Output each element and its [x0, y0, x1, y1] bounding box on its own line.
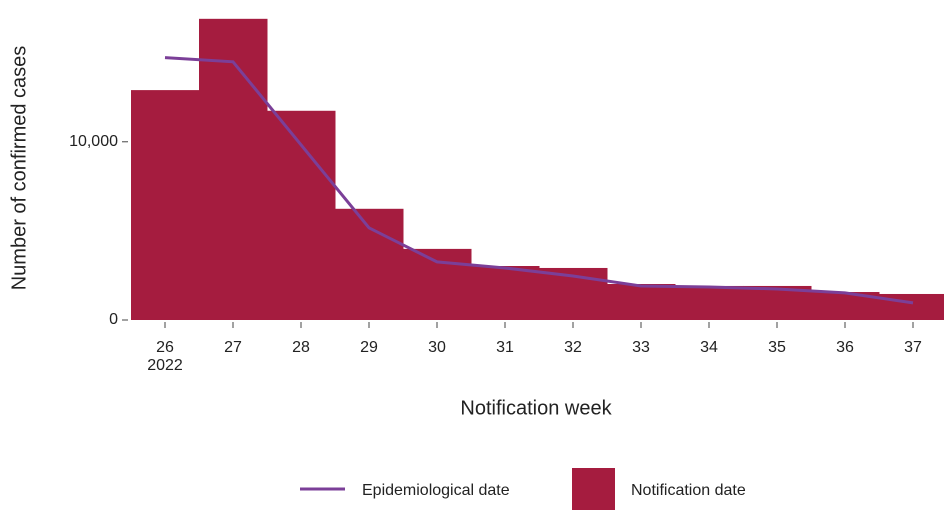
legend-label: Notification date — [631, 482, 746, 499]
x-tick-label: 26 — [156, 339, 174, 356]
x-tick-label: 35 — [768, 339, 786, 356]
bar — [335, 208, 404, 320]
bar — [267, 110, 336, 320]
x-tick-label: 36 — [836, 339, 854, 356]
bar — [675, 285, 744, 320]
bar — [131, 90, 200, 321]
x-tick-label: 29 — [360, 339, 378, 356]
x-tick-label: 30 — [428, 339, 446, 356]
legend-swatch — [572, 468, 615, 510]
bar — [403, 248, 472, 320]
x-tick-label: 37 — [904, 339, 922, 356]
x-tick-label: 34 — [700, 339, 718, 356]
legend-label: Epidemiological date — [362, 482, 510, 499]
y-tick-label: 10,000 — [69, 133, 118, 150]
x-tick-label: 27 — [224, 339, 242, 356]
bar — [471, 266, 540, 320]
x-tick-label: 33 — [632, 339, 650, 356]
y-axis-title: Number of confirmed cases — [8, 46, 30, 291]
x-tick-label: 31 — [496, 339, 514, 356]
x-tick-label: 28 — [292, 339, 310, 356]
line — [164, 56, 914, 305]
bar — [607, 284, 676, 320]
bar — [199, 18, 268, 321]
y-tick-label: 0 — [109, 311, 118, 328]
x-axis-title: Notification week — [460, 397, 612, 419]
x-tick-label: 32 — [564, 339, 582, 356]
x-year-label: 2022 — [147, 357, 183, 374]
